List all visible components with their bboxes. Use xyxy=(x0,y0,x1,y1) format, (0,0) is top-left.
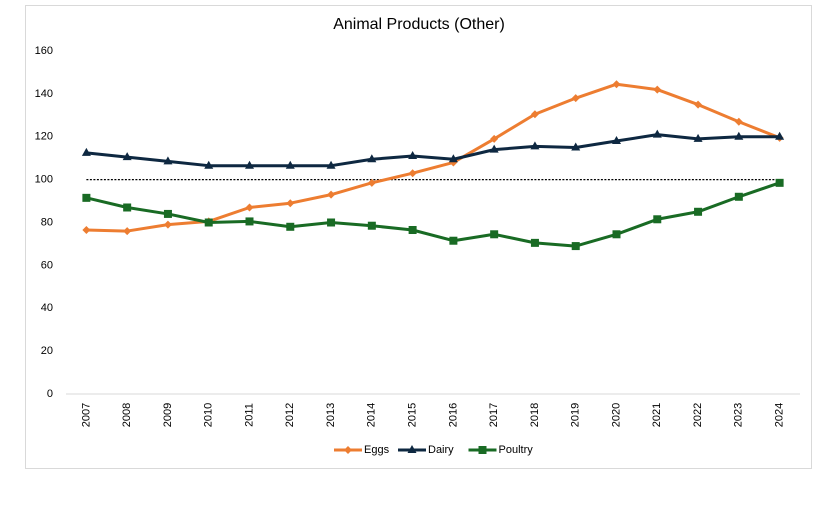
data-point xyxy=(367,154,377,163)
data-point xyxy=(694,100,703,109)
x-tick-label: 2008 xyxy=(121,403,133,427)
legend-marker xyxy=(344,446,352,454)
data-point xyxy=(653,85,662,94)
data-point xyxy=(163,209,172,218)
data-point xyxy=(734,117,743,126)
data-point xyxy=(82,193,91,202)
data-point xyxy=(448,154,458,163)
data-point xyxy=(245,217,254,226)
legend-item: Dairy xyxy=(398,444,454,456)
data-point xyxy=(449,236,458,245)
legend-item: Poultry xyxy=(468,444,534,456)
data-point xyxy=(327,190,336,199)
data-point xyxy=(571,94,580,103)
data-point xyxy=(530,110,539,119)
y-tick-label: 40 xyxy=(41,302,53,314)
x-tick-label: 2011 xyxy=(243,403,255,427)
data-point xyxy=(612,80,621,89)
x-tick-label: 2017 xyxy=(488,403,500,427)
y-tick-label: 60 xyxy=(41,259,53,271)
x-tick-label: 2024 xyxy=(774,403,786,427)
y-tick-label: 120 xyxy=(35,131,53,143)
y-tick-label: 0 xyxy=(47,388,53,400)
y-tick-label: 160 xyxy=(35,45,53,57)
x-tick-label: 2015 xyxy=(407,403,419,427)
data-point xyxy=(326,160,336,169)
data-point xyxy=(530,238,539,247)
data-point xyxy=(775,178,784,187)
data-point xyxy=(408,151,418,160)
legend-label: Poultry xyxy=(499,444,534,456)
data-point xyxy=(612,230,621,239)
y-tick-label: 140 xyxy=(35,88,53,100)
legend-label: Dairy xyxy=(428,444,454,456)
data-point xyxy=(489,144,499,153)
data-point xyxy=(245,160,254,169)
data-point xyxy=(734,131,744,140)
data-point xyxy=(82,226,91,235)
data-point xyxy=(775,131,785,140)
data-point xyxy=(122,152,132,161)
data-point xyxy=(367,221,376,230)
x-tick-label: 2013 xyxy=(325,403,337,427)
x-tick-label: 2018 xyxy=(529,403,541,427)
data-point xyxy=(530,141,540,150)
x-tick-label: 2010 xyxy=(203,403,215,427)
data-point xyxy=(245,203,254,212)
y-tick-label: 100 xyxy=(35,174,53,186)
data-point xyxy=(490,134,499,143)
data-point xyxy=(204,218,213,227)
y-tick-label: 80 xyxy=(41,216,53,228)
x-tick-label: 2020 xyxy=(610,403,622,427)
x-tick-label: 2022 xyxy=(692,403,704,427)
data-point xyxy=(163,220,172,229)
data-point xyxy=(285,160,295,169)
data-point xyxy=(653,215,662,224)
data-point xyxy=(123,203,132,212)
data-point xyxy=(81,147,91,156)
data-point xyxy=(204,160,214,169)
x-tick-label: 2007 xyxy=(80,403,92,427)
chart-title: Animal Products (Other) xyxy=(333,16,505,33)
data-point xyxy=(286,222,295,231)
x-tick-label: 2019 xyxy=(570,403,582,427)
data-point xyxy=(652,129,662,138)
data-point xyxy=(694,207,703,216)
legend-item: Eggs xyxy=(334,444,390,456)
legend-label: Eggs xyxy=(364,444,390,456)
chart-border xyxy=(25,5,812,469)
data-point xyxy=(734,192,743,201)
x-tick-label: 2023 xyxy=(733,403,745,427)
data-point xyxy=(693,133,703,142)
legend-marker xyxy=(478,446,487,454)
data-point xyxy=(367,178,376,187)
data-point xyxy=(123,227,132,236)
y-tick-label: 20 xyxy=(41,345,53,357)
data-point xyxy=(408,226,417,235)
series-line xyxy=(86,181,781,248)
x-tick-label: 2016 xyxy=(447,403,459,427)
legend-marker xyxy=(407,445,417,453)
x-tick-label: 2009 xyxy=(162,403,174,427)
data-point xyxy=(327,218,336,227)
series-line xyxy=(86,133,780,168)
x-tick-label: 2012 xyxy=(284,403,296,427)
data-point xyxy=(571,242,580,251)
x-tick-label: 2021 xyxy=(651,403,663,427)
data-point xyxy=(408,169,417,178)
data-point xyxy=(163,156,173,165)
data-point xyxy=(571,142,581,151)
data-point xyxy=(490,230,499,239)
data-point xyxy=(286,199,295,208)
data-point xyxy=(612,136,621,145)
x-tick-label: 2014 xyxy=(366,403,378,427)
